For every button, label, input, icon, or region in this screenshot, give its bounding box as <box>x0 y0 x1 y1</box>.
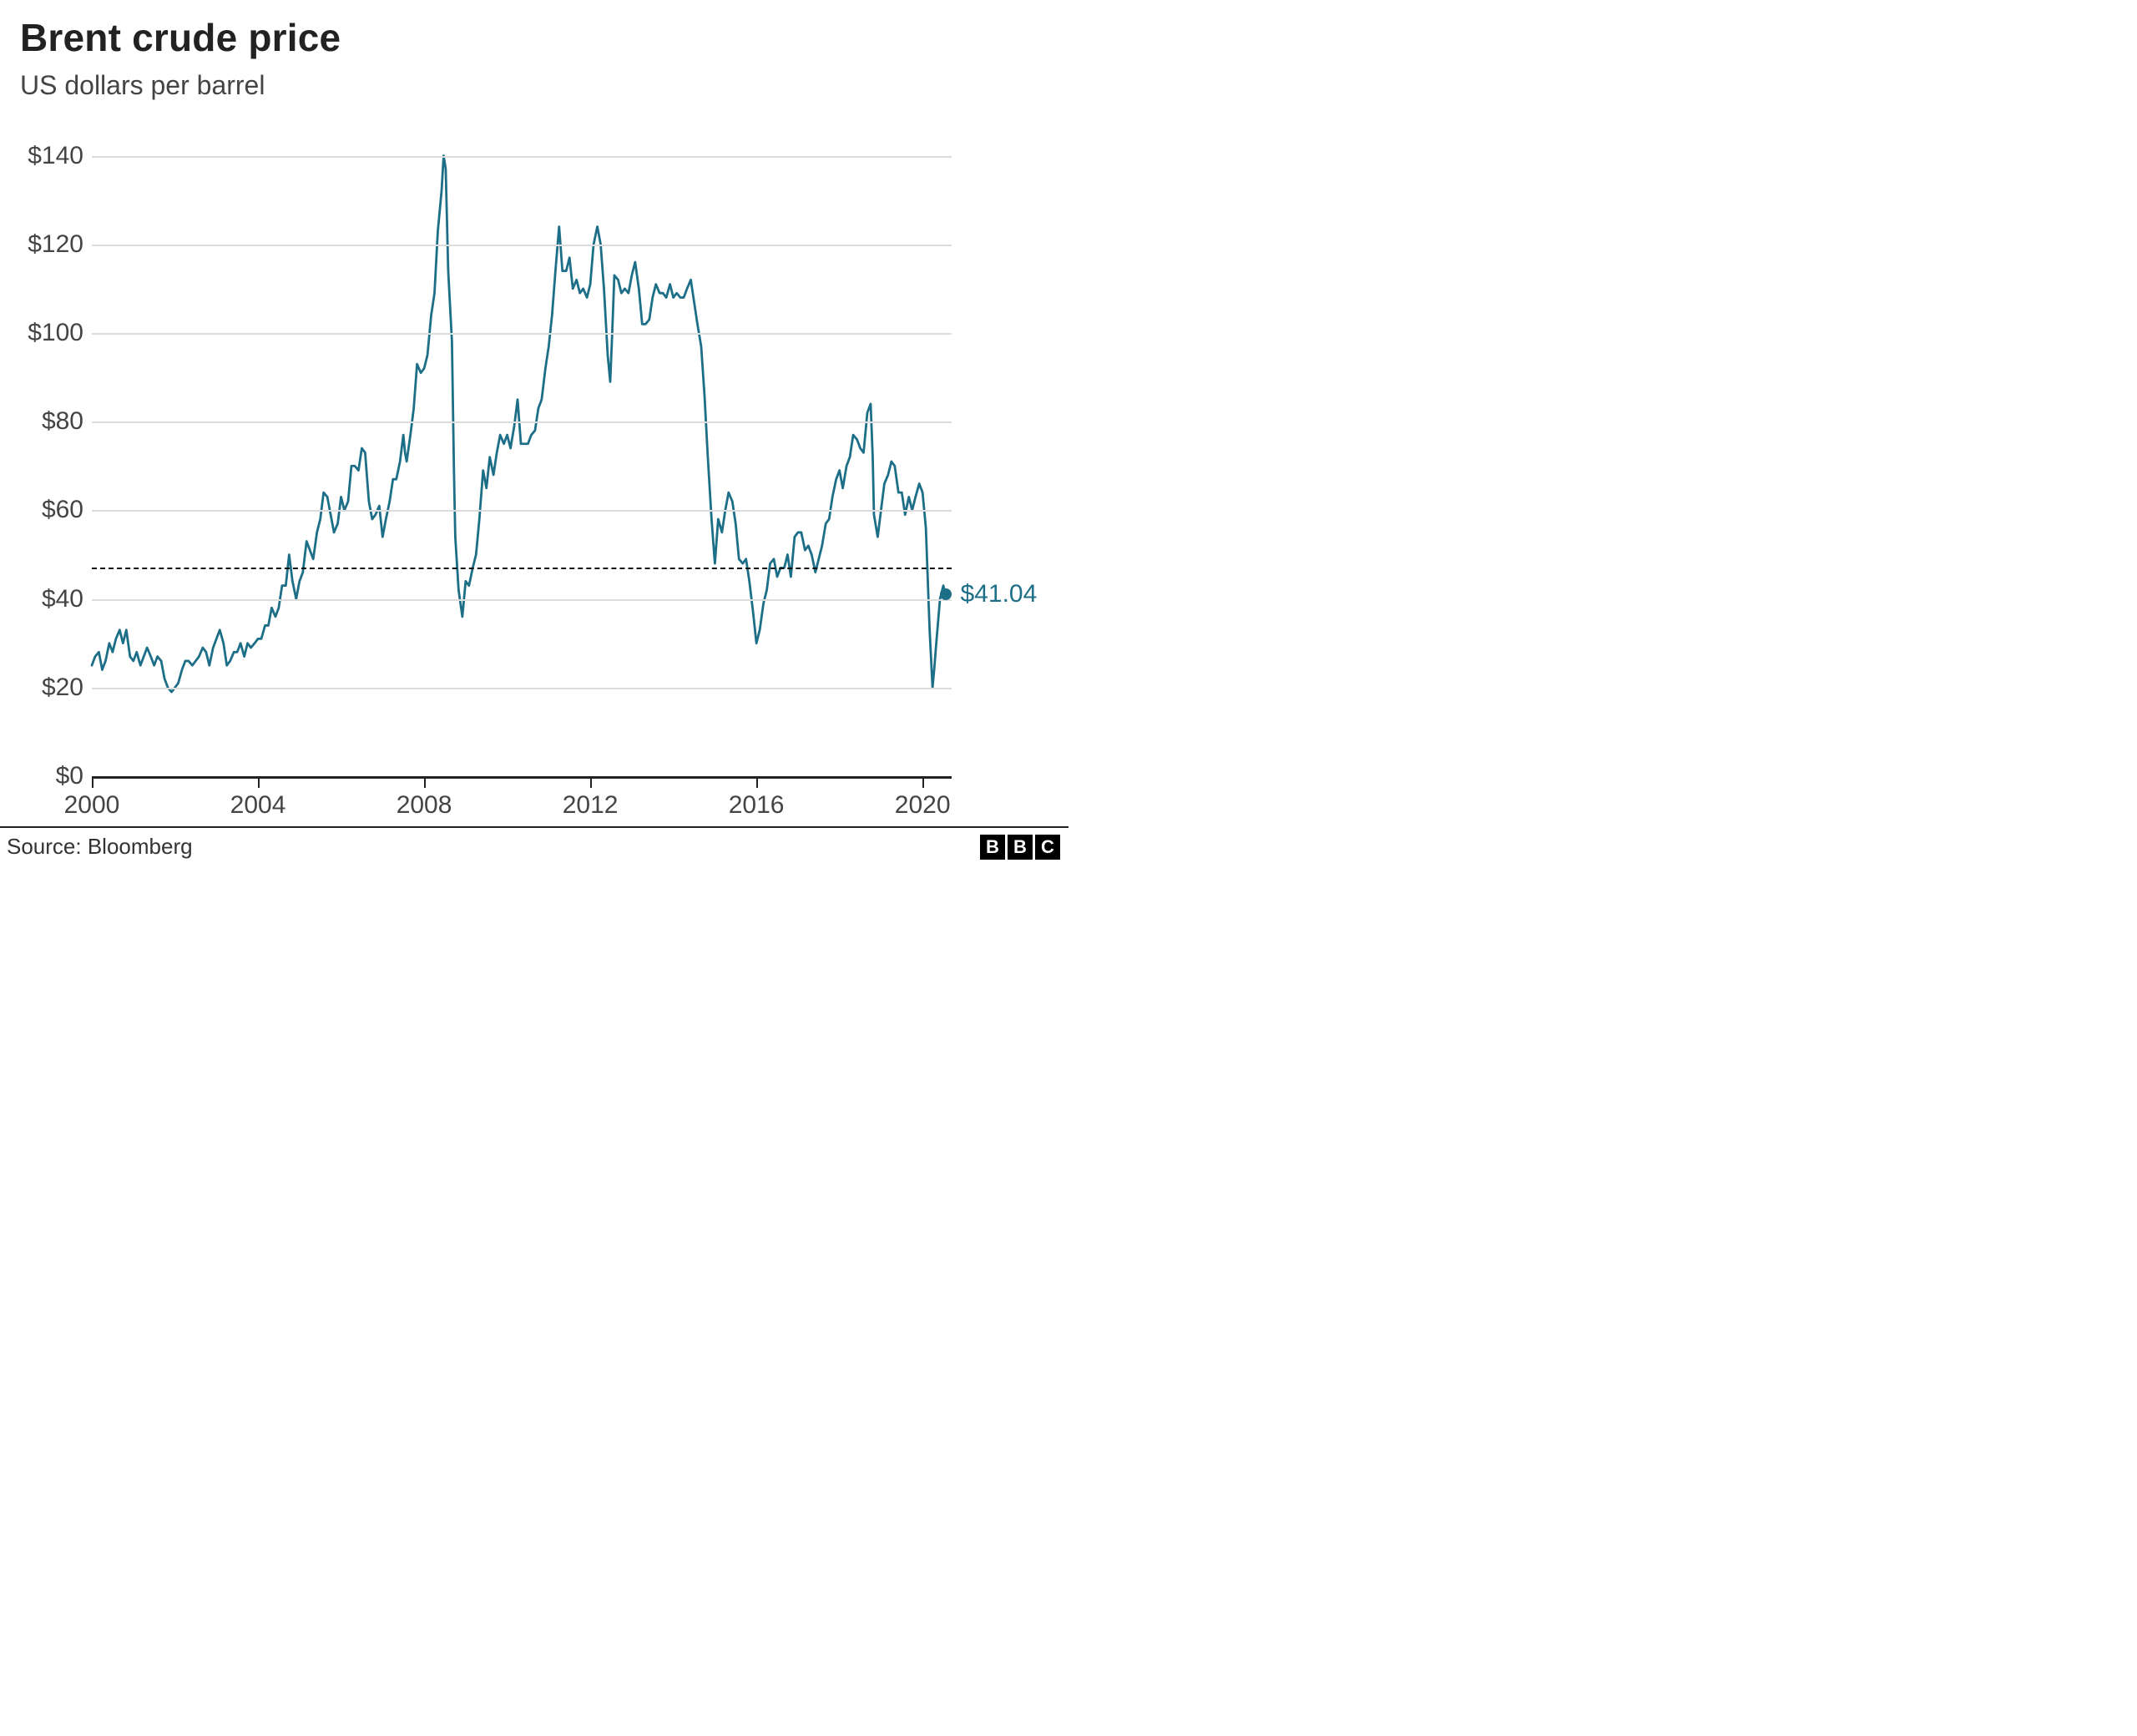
gridline <box>92 245 952 246</box>
source-text: Source: Bloomberg <box>7 834 193 860</box>
x-tick-label: 2016 <box>729 791 785 820</box>
x-tick-label: 2020 <box>895 791 951 820</box>
line-chart-svg <box>92 134 952 776</box>
y-tick-label: $120 <box>28 230 83 259</box>
figure: Brent crude price US dollars per barrel … <box>0 0 1068 868</box>
y-tick-label: $0 <box>56 762 83 790</box>
y-tick-label: $60 <box>42 496 83 524</box>
bbc-logo-letter: B <box>1008 835 1033 860</box>
x-tick <box>590 776 592 788</box>
gridline <box>92 156 952 158</box>
bbc-logo-letter: B <box>980 835 1005 860</box>
x-axis-line <box>92 776 952 779</box>
x-tick <box>258 776 260 788</box>
chart-title: Brent crude price <box>20 15 341 60</box>
x-tick <box>756 776 758 788</box>
y-tick-label: $20 <box>42 674 83 702</box>
x-tick-label: 2004 <box>230 791 286 820</box>
footer-rule <box>0 826 1068 828</box>
bbc-logo: B B C <box>980 835 1060 860</box>
reference-line <box>92 568 952 569</box>
y-tick-label: $80 <box>42 407 83 436</box>
chart-subtitle: US dollars per barrel <box>20 70 265 101</box>
endpoint-dot <box>940 588 952 600</box>
gridline <box>92 421 952 423</box>
gridline <box>92 688 952 689</box>
price-line <box>92 156 946 693</box>
gridline <box>92 510 952 512</box>
gridline <box>92 599 952 601</box>
x-tick-label: 2012 <box>563 791 619 820</box>
y-tick-label: $100 <box>28 319 83 347</box>
x-tick <box>424 776 426 788</box>
x-tick-label: 2008 <box>397 791 452 820</box>
x-tick <box>922 776 924 788</box>
y-tick-label: $140 <box>28 142 83 170</box>
y-tick-label: $40 <box>42 585 83 613</box>
x-tick <box>92 776 93 788</box>
endpoint-label: $41.04 <box>961 580 1038 608</box>
bbc-logo-letter: C <box>1035 835 1060 860</box>
x-tick-label: 2000 <box>64 791 120 820</box>
gridline <box>92 333 952 335</box>
plot-area: $0$20$40$60$80$100$120$14020002004200820… <box>92 134 952 776</box>
